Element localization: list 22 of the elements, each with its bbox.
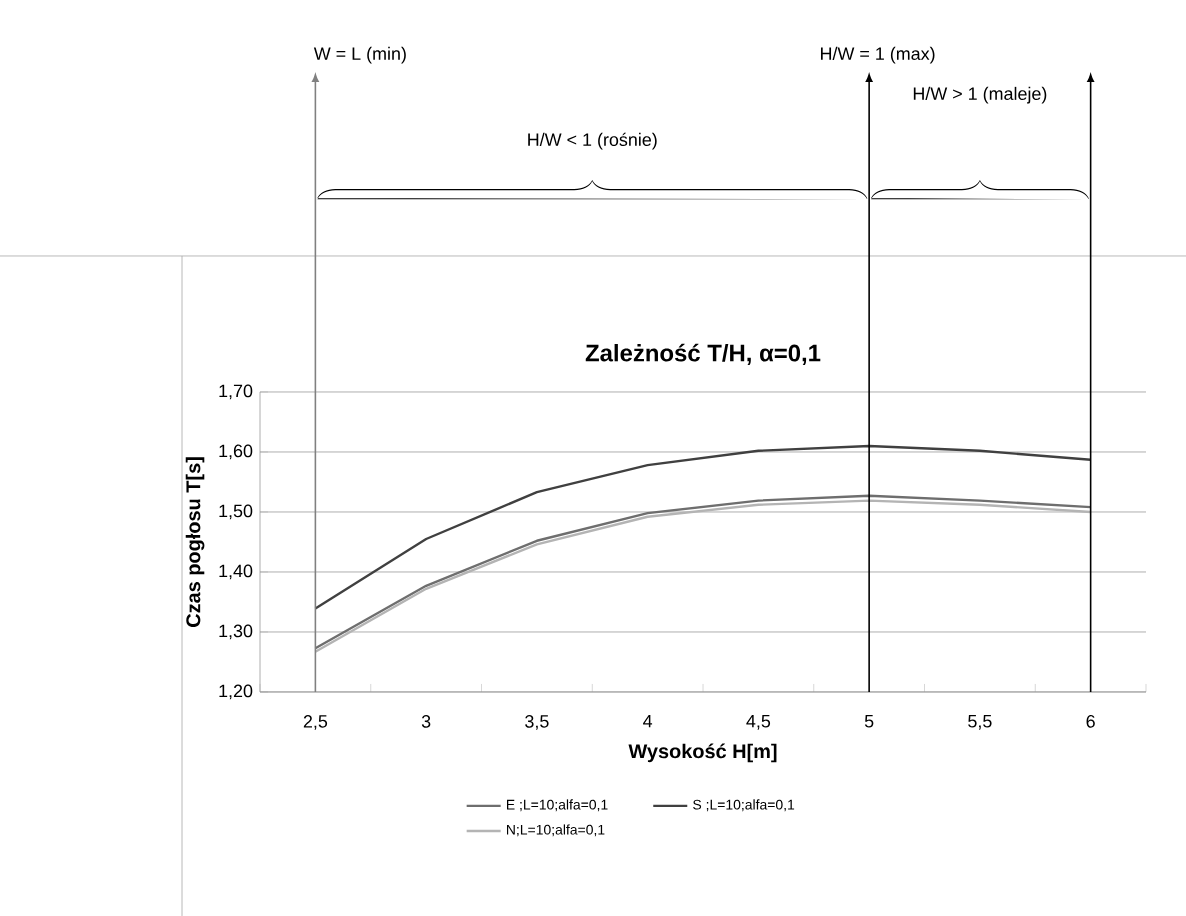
y-tick-label: 1,30 xyxy=(219,624,253,640)
chart-title: Zależność T/H, α=0,1 xyxy=(585,343,821,365)
y-tick-label: 1,20 xyxy=(219,684,253,700)
line-series xyxy=(314,444,1092,610)
x-tick-label: 6 xyxy=(1086,715,1095,728)
y-tick-label: 1,50 xyxy=(219,504,253,520)
x-axis-title: Wysokość H[m] xyxy=(628,743,777,763)
x-tick-label: 5,5 xyxy=(968,715,992,730)
text: W = L (min) xyxy=(313,46,406,64)
text: H/W = 1 (max) xyxy=(821,46,935,64)
x-tick-label: 3 xyxy=(421,715,431,728)
x-tick-label: 5 xyxy=(864,715,874,728)
x-tick-label: 4,5 xyxy=(746,715,771,730)
x-tick-label: 4 xyxy=(643,715,653,728)
y-tick-label: 1,70 xyxy=(219,384,253,400)
y-tick-label: 1,60 xyxy=(219,444,253,460)
y-axis-title: Czas pogłosu T[s] xyxy=(185,457,205,627)
x-tick-label: 2,5 xyxy=(303,715,328,730)
text: H/W < 1 (rośnie) xyxy=(528,132,657,150)
x-tick-label: 3,5 xyxy=(525,715,549,730)
y-tick-label: 1,40 xyxy=(219,564,253,580)
text: H/W > 1 (maleje) xyxy=(913,86,1047,104)
